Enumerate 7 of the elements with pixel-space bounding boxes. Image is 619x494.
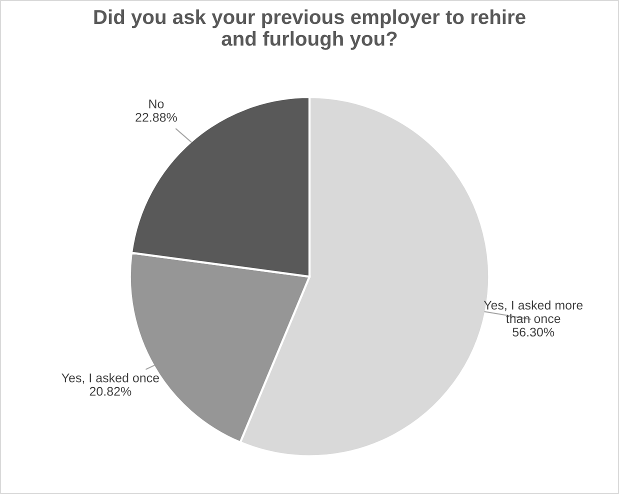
chart-title: Did you ask your previous employer to rehire and furlough you? <box>94 9 526 50</box>
data-label: 22.88% <box>136 112 177 122</box>
data-label: 56.30% <box>512 328 554 337</box>
slice-label: Yes, I asked once <box>62 373 159 384</box>
data-label: 20.82% <box>90 386 132 396</box>
slice-label: No <box>149 100 164 108</box>
slice-label: Yes, I asked more than once <box>484 300 583 324</box>
